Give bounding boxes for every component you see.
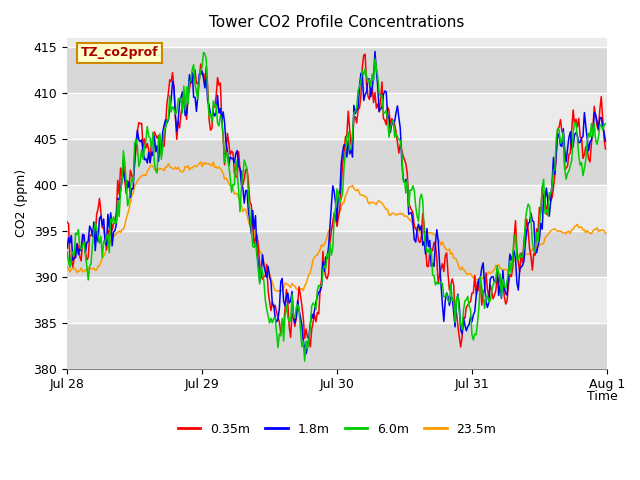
Bar: [67, 277, 607, 323]
Legend: 0.35m, 1.8m, 6.0m, 23.5m: 0.35m, 1.8m, 6.0m, 23.5m: [173, 418, 502, 441]
X-axis label: Time: Time: [587, 390, 618, 403]
Text: TZ_co2prof: TZ_co2prof: [81, 46, 158, 60]
Bar: [67, 323, 607, 369]
Title: Tower CO2 Profile Concentrations: Tower CO2 Profile Concentrations: [209, 15, 465, 30]
Bar: [67, 139, 607, 185]
Bar: [67, 185, 607, 231]
Bar: [67, 231, 607, 277]
Bar: [67, 93, 607, 139]
Bar: [67, 48, 607, 93]
Y-axis label: CO2 (ppm): CO2 (ppm): [15, 169, 28, 238]
